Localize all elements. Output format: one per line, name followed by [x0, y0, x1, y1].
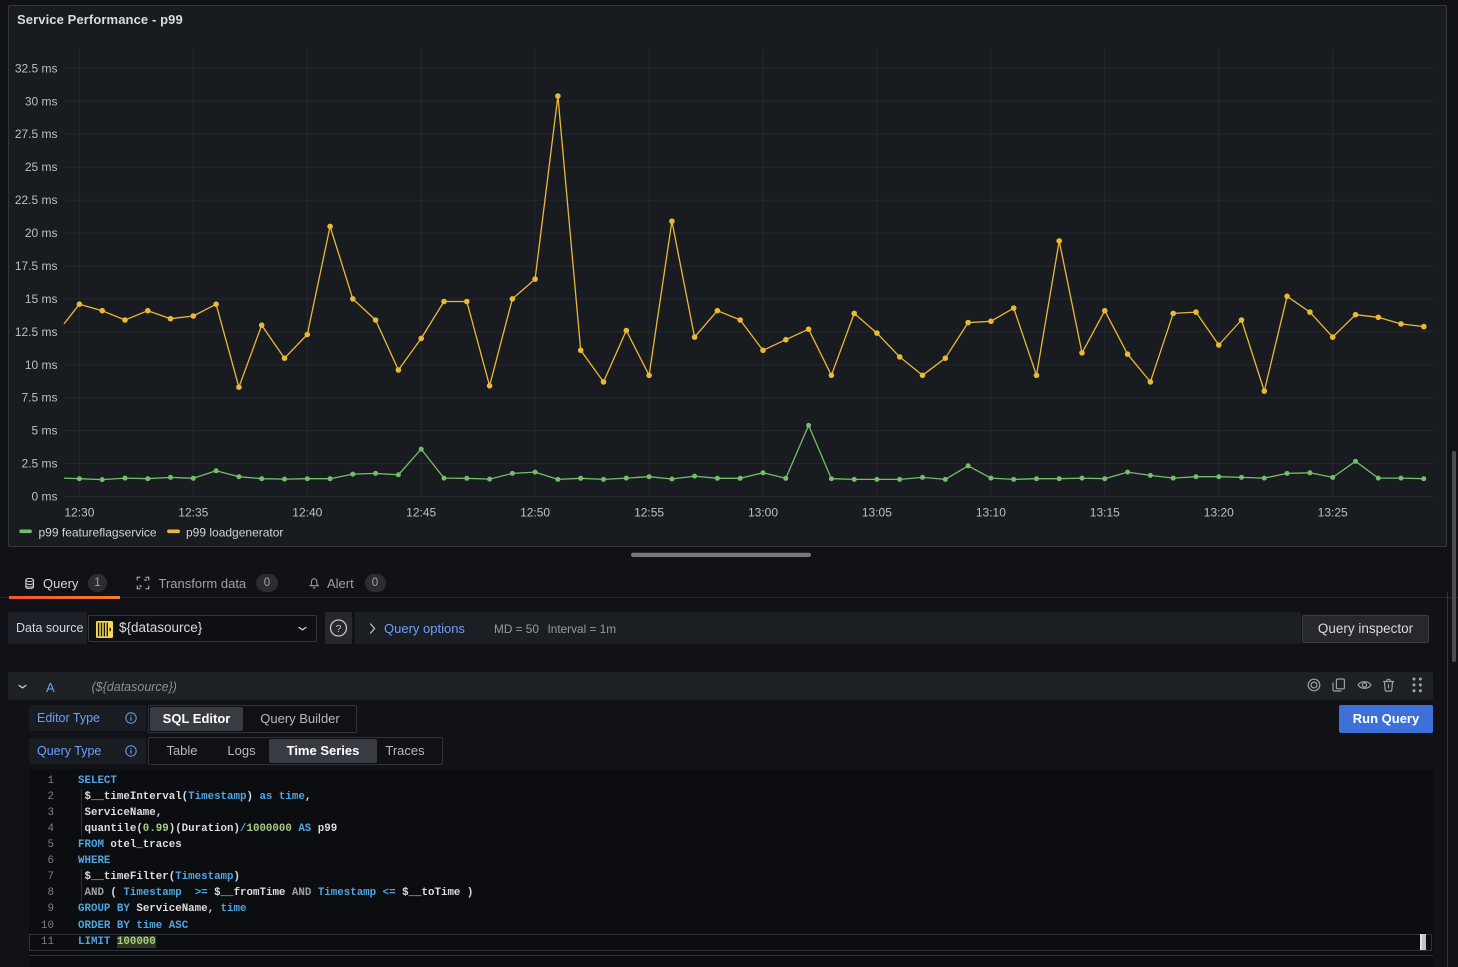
svg-text:5 ms: 5 ms — [31, 424, 57, 438]
svg-text:p99 loadgenerator: p99 loadgenerator — [186, 526, 283, 540]
svg-text:12:35: 12:35 — [178, 506, 208, 520]
svg-text:15 ms: 15 ms — [25, 292, 58, 306]
svg-text:10 ms: 10 ms — [25, 358, 58, 372]
svg-text:17.5 ms: 17.5 ms — [15, 259, 58, 273]
svg-text:13:00: 13:00 — [748, 506, 778, 520]
svg-text:p99 featureflagservice: p99 featureflagservice — [39, 526, 157, 540]
svg-text:12.5 ms: 12.5 ms — [15, 325, 58, 339]
svg-text:13:10: 13:10 — [976, 506, 1006, 520]
svg-text:22.5 ms: 22.5 ms — [15, 193, 58, 207]
svg-text:0 ms: 0 ms — [31, 490, 57, 504]
svg-text:30 ms: 30 ms — [25, 94, 58, 108]
svg-text:?: ? — [335, 623, 341, 635]
svg-text:13:15: 13:15 — [1090, 506, 1120, 520]
svg-text:25 ms: 25 ms — [25, 160, 58, 174]
svg-text:13:05: 13:05 — [862, 506, 892, 520]
svg-text:32.5 ms: 32.5 ms — [15, 61, 58, 75]
svg-text:2.5 ms: 2.5 ms — [21, 457, 57, 471]
svg-text:12:50: 12:50 — [520, 506, 550, 520]
svg-text:27.5 ms: 27.5 ms — [15, 127, 58, 141]
svg-text:12:30: 12:30 — [64, 506, 94, 520]
svg-text:13:25: 13:25 — [1318, 506, 1348, 520]
svg-text:20 ms: 20 ms — [25, 226, 58, 240]
svg-text:13:20: 13:20 — [1204, 506, 1234, 520]
svg-text:12:55: 12:55 — [634, 506, 664, 520]
svg-text:12:45: 12:45 — [406, 506, 436, 520]
svg-text:12:40: 12:40 — [292, 506, 322, 520]
svg-text:7.5 ms: 7.5 ms — [21, 391, 57, 405]
